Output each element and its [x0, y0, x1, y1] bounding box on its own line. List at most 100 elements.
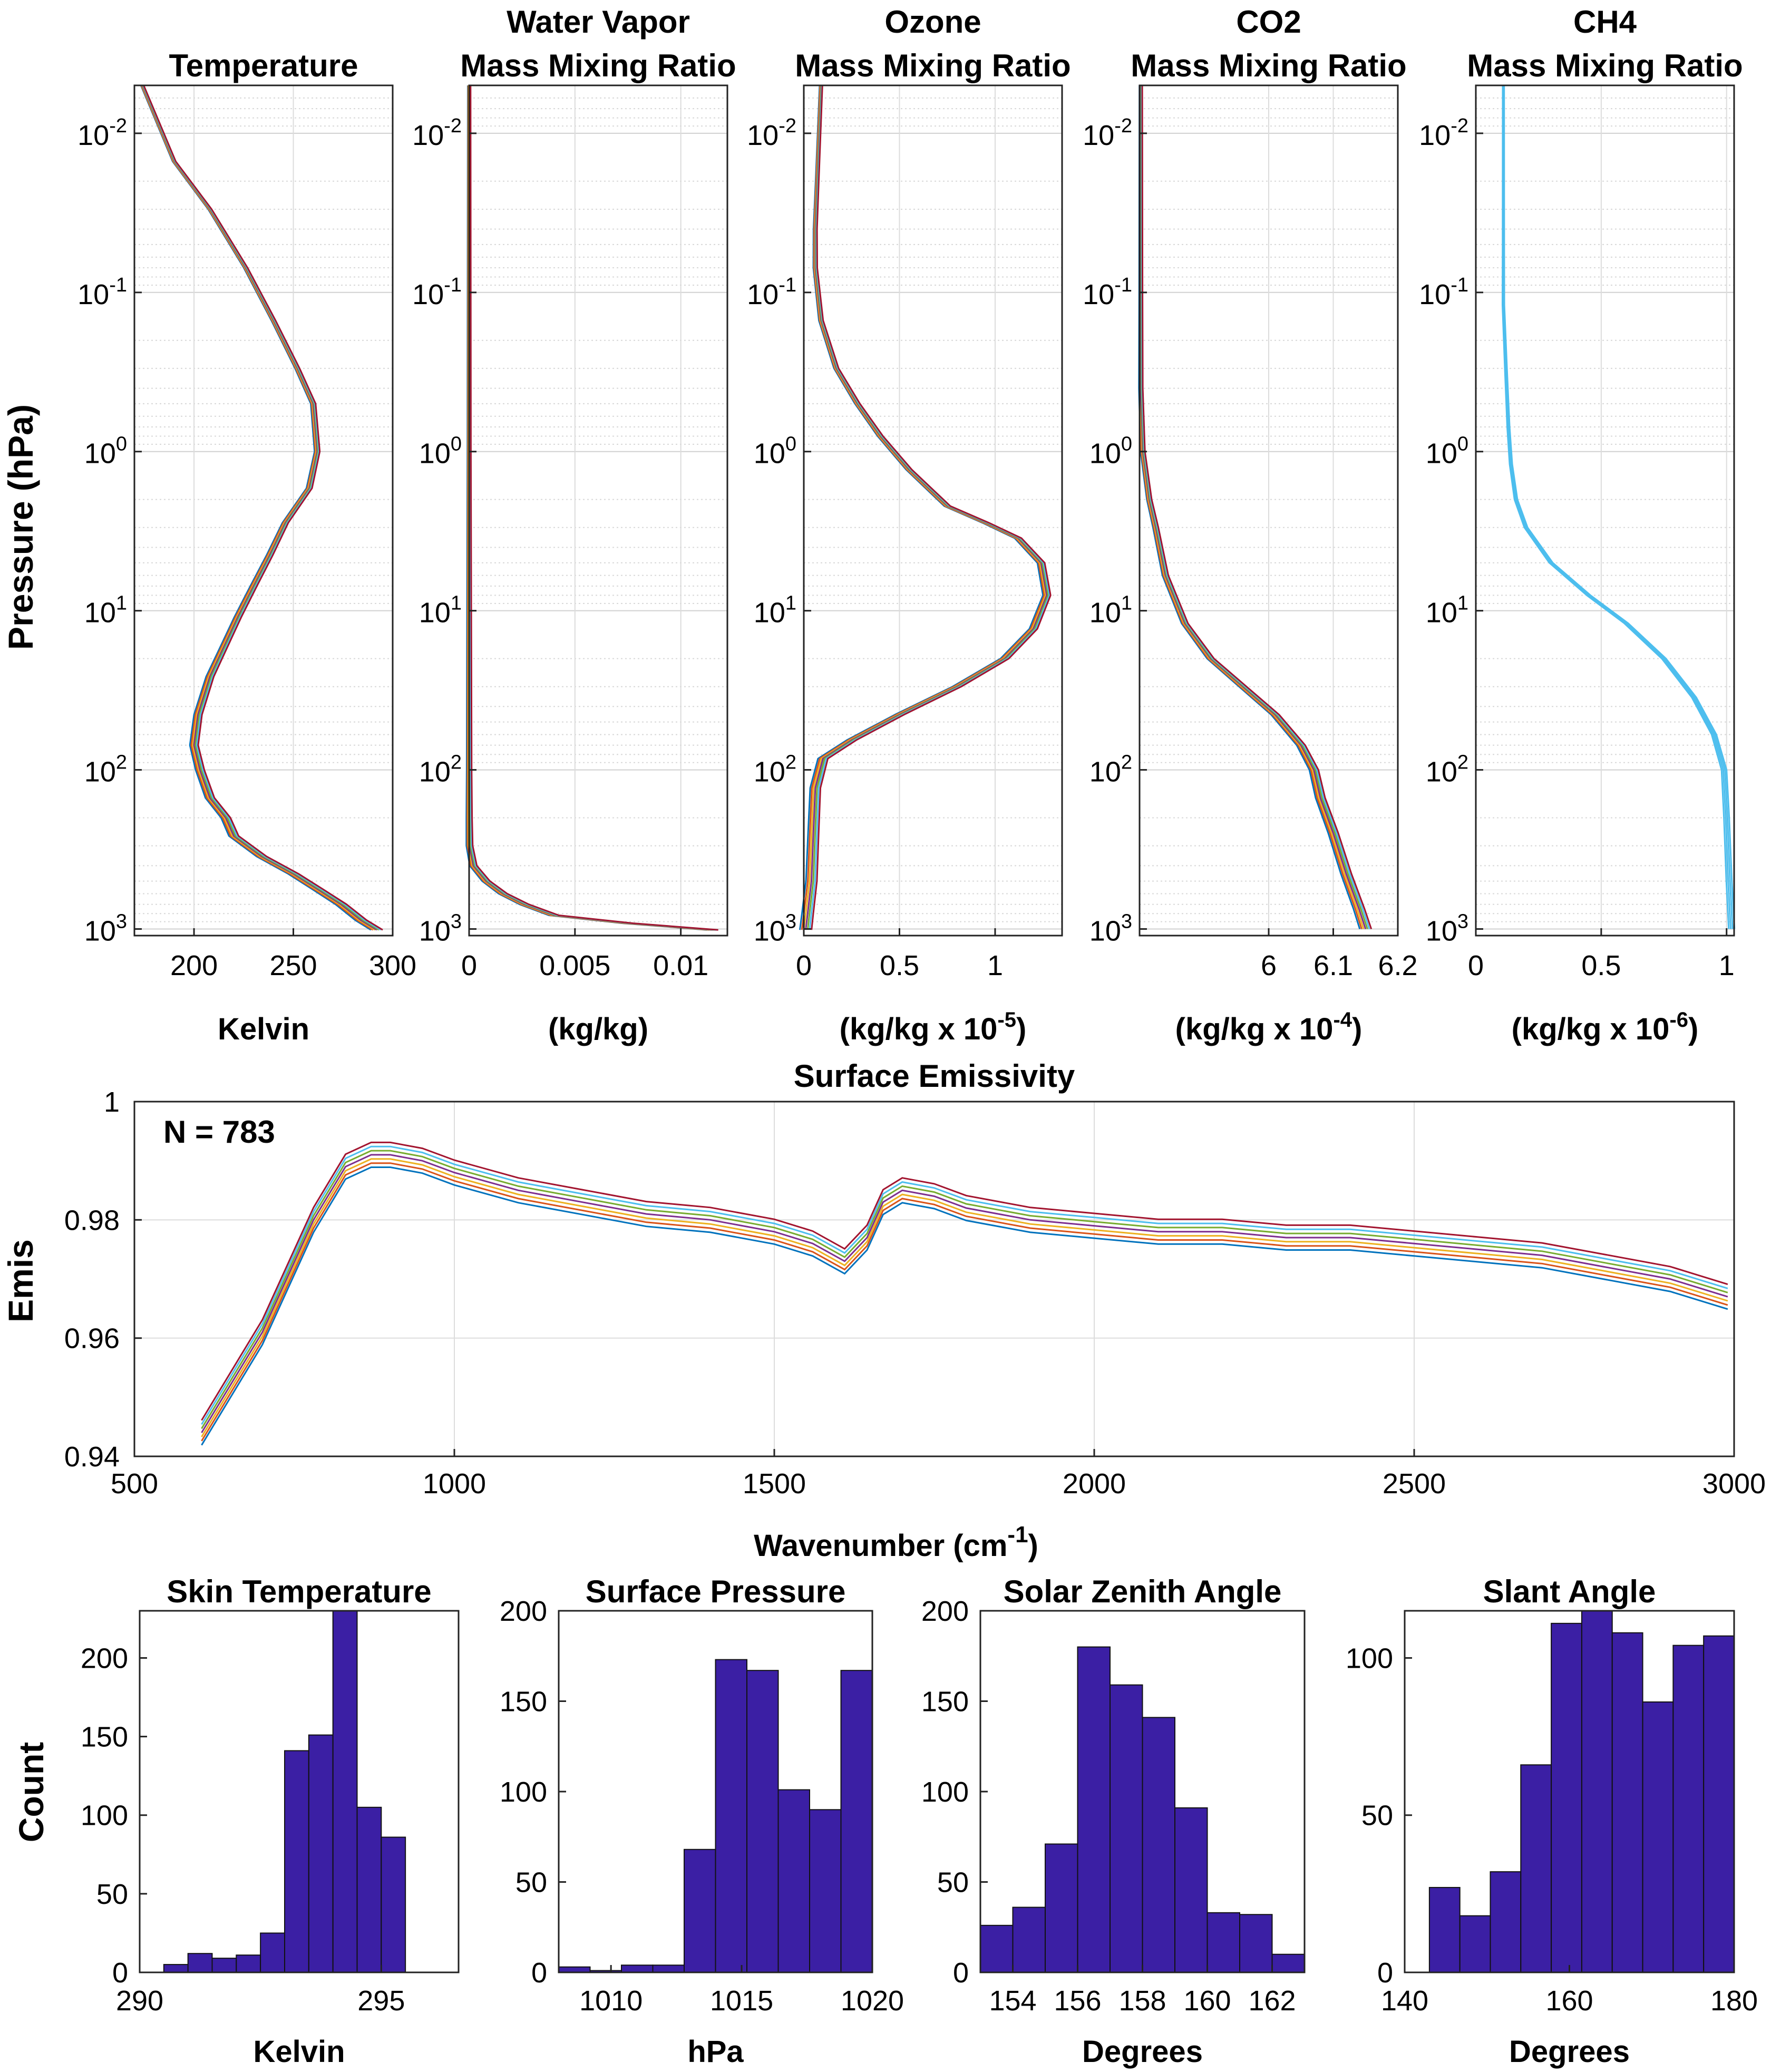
- histogram-bar: [1174, 1807, 1208, 1973]
- y-tick-base: 10: [419, 597, 451, 629]
- histogram-bar: [1672, 1645, 1705, 1973]
- histogram-bar: [1142, 1717, 1175, 1973]
- y-tick-exponent: -2: [444, 115, 462, 137]
- y-tick-label: 102: [1426, 752, 1468, 788]
- y-tick-base: 10: [84, 438, 116, 470]
- y-tick-label: 103: [754, 911, 796, 947]
- histogram-bar: [558, 1966, 591, 1973]
- y-tick-label: 0.94: [64, 1441, 120, 1473]
- histogram-bar: [1110, 1684, 1143, 1973]
- y-tick-base: 10: [412, 279, 444, 310]
- x-axis-label: (kg/kg x 10-6): [1512, 1008, 1699, 1046]
- y-tick-exponent: 1: [1457, 592, 1468, 615]
- emissivity-line: [201, 1150, 1728, 1429]
- axes-frame: [468, 84, 728, 937]
- x-tick-label: 200: [170, 950, 218, 981]
- histogram-bar: [1611, 1632, 1643, 1973]
- y-tick-label: 101: [84, 592, 127, 629]
- y-tick-exponent: 0: [116, 433, 127, 455]
- y-tick-base: 10: [754, 438, 785, 470]
- emissivity-line: [201, 1162, 1728, 1442]
- histogram-panel-9: 140 160 180 0 50 100 Slant Angle Degrees: [1346, 1574, 1758, 2069]
- profile-line: [811, 85, 1052, 930]
- panel-title: Mass Mixing Ratio: [795, 48, 1071, 83]
- y-tick-base: 10: [1419, 120, 1451, 151]
- y-tick-base: 10: [1419, 279, 1451, 310]
- y-tick-label: 200: [500, 1596, 547, 1627]
- x-tick-label: 6.2: [1378, 950, 1417, 981]
- y-tick-exponent: 0: [1457, 433, 1468, 455]
- x-tick-label: 140: [1381, 1985, 1428, 2017]
- profile-line: [805, 85, 1048, 930]
- profile-line: [1139, 85, 1365, 929]
- y-tick-exponent: -2: [779, 115, 796, 137]
- emissivity-line: [201, 1141, 1728, 1421]
- x-tick-label: 1: [1719, 950, 1735, 981]
- y-tick-exponent: 3: [1121, 911, 1132, 933]
- histogram-bar: [715, 1659, 747, 1973]
- y-tick-label: 10-2: [412, 115, 462, 151]
- axes-frame: [139, 1610, 460, 1973]
- y-tick-exponent: 1: [451, 592, 462, 615]
- profile-line: [1503, 85, 1736, 929]
- y-tick-base: 10: [1426, 916, 1457, 947]
- axes-frame: [1475, 84, 1735, 937]
- histogram-bar: [621, 1964, 654, 1973]
- histogram-bar: [236, 1954, 261, 1973]
- profile-line: [1502, 85, 1730, 929]
- y-tick-exponent: -1: [1114, 274, 1132, 296]
- x-tick-label: 3000: [1702, 1468, 1766, 1500]
- histogram-panel-6: 290 295 0 50 100 150 200 Skin Temperature Kelvin: [81, 1574, 460, 2069]
- y-tick-exponent: 2: [451, 752, 462, 774]
- y-tick-label: 103: [1089, 911, 1132, 947]
- x-tick-label: 156: [1054, 1985, 1101, 2017]
- histogram-bar: [1012, 1906, 1046, 1973]
- y-tick-label: 102: [84, 752, 127, 788]
- x-tick-label: 160: [1545, 1985, 1593, 2017]
- histogram-bar: [356, 1806, 382, 1973]
- y-tick-label: 100: [1346, 1642, 1393, 1674]
- y-tick-base: 10: [1089, 916, 1121, 947]
- panel-title-line1: Water Vapor: [507, 4, 690, 40]
- y-tick-exponent: 3: [1457, 911, 1468, 933]
- profile-line: [799, 85, 1044, 930]
- x-label-text: (kg/kg x 10: [840, 1012, 998, 1046]
- y-tick-base: 10: [412, 120, 444, 151]
- x-tick-label: 0.5: [1581, 950, 1621, 981]
- panel-title-line1: CO2: [1236, 4, 1301, 40]
- x-label-text: Kelvin: [218, 1012, 309, 1046]
- histogram-bar: [163, 1964, 189, 1973]
- x-tick-label: 0: [796, 950, 812, 981]
- y-tick-base: 10: [1089, 756, 1121, 788]
- histogram-panel-8: 154 156 158 160 162 0 50 100 150 200 Solar Zenith …: [921, 1574, 1306, 2069]
- y-tick-label: 10-2: [77, 115, 127, 151]
- x-label-exponent: -5: [997, 1008, 1016, 1032]
- x-tick-label: 0: [1468, 950, 1484, 981]
- histogram-bar: [1581, 1610, 1613, 1973]
- emissivity-line: [201, 1166, 1728, 1446]
- x-tick-label: 250: [269, 950, 317, 981]
- x-label-tail: ): [1016, 1012, 1026, 1046]
- y-tick-exponent: 0: [451, 433, 462, 455]
- panel-title: Mass Mixing Ratio: [460, 48, 736, 83]
- emissivity-panel: 500 1000 1500 2000 2500 3000 0.94 0.96 0.98 1 Surf…: [1, 1058, 1766, 1563]
- y-tick-label: 1: [104, 1086, 120, 1118]
- panel-title: Slant Angle: [1483, 1574, 1656, 1609]
- histogram-bar: [211, 1958, 237, 1973]
- x-axis-label: (kg/kg x 10-5): [840, 1008, 1027, 1046]
- y-tick-base: 10: [1426, 756, 1457, 788]
- histogram-bar: [284, 1750, 309, 1973]
- histogram-bar: [1490, 1871, 1522, 1973]
- x-tick-label: 300: [369, 950, 416, 981]
- y-tick-label: 10-2: [1419, 115, 1468, 151]
- y-tick-base: 10: [84, 597, 116, 629]
- profile-line: [465, 85, 707, 931]
- y-tick-exponent: -1: [444, 274, 462, 296]
- y-tick-exponent: 1: [1121, 592, 1132, 615]
- y-tick-base: 10: [1089, 597, 1121, 629]
- y-tick-base: 10: [77, 120, 109, 151]
- y-tick-label: 103: [1426, 911, 1468, 947]
